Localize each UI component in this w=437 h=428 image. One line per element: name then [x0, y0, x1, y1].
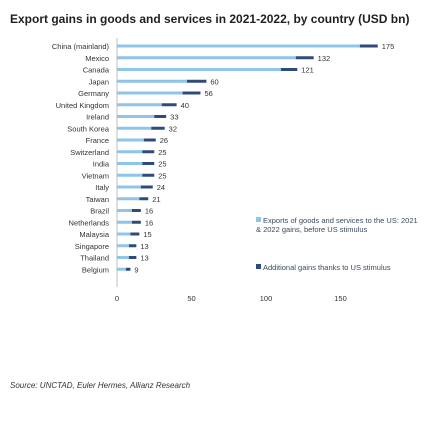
- data-label-total: 26: [160, 136, 168, 145]
- bar-segment-additional: [359, 44, 378, 48]
- category-label: Malaysia: [79, 230, 109, 239]
- x-tick-label: 50: [187, 294, 195, 303]
- bar-segment-base: [117, 162, 143, 165]
- data-label-total: 60: [210, 77, 218, 86]
- category-label: Belgium: [82, 265, 109, 274]
- data-label-total: 33: [170, 113, 178, 122]
- category-label: Italy: [95, 183, 109, 192]
- bar-segment-base: [117, 244, 129, 248]
- category-label: Canada: [83, 66, 110, 75]
- data-label-total: 25: [158, 160, 166, 169]
- bar-segment-base: [117, 185, 141, 189]
- data-label-total: 16: [145, 218, 153, 227]
- category-label: Taiwan: [86, 195, 109, 204]
- legend-label-base: Exports of goods and services to the US:…: [256, 216, 418, 234]
- bar-segment-additional: [128, 256, 137, 259]
- bar-segment-additional: [140, 185, 153, 189]
- data-label-total: 16: [145, 207, 153, 216]
- data-label-total: 175: [382, 42, 395, 51]
- bar-segment-base: [117, 173, 143, 177]
- bar-segment-additional: [182, 91, 201, 95]
- legend-item-additional: Additional gains thanks to US stimulus: [256, 263, 416, 272]
- bar-segment-additional: [125, 267, 131, 271]
- category-label: Brazil: [90, 207, 109, 216]
- bar-segment-base: [117, 232, 131, 236]
- bar-segment-base: [117, 138, 144, 142]
- bar-segment-base: [117, 220, 132, 224]
- category-label: Switzerland: [70, 148, 109, 157]
- category-label: South Korea: [67, 124, 110, 133]
- x-tick-label: 100: [260, 294, 273, 303]
- x-tick-label: 150: [334, 294, 347, 303]
- bar-segment-base: [117, 197, 140, 201]
- category-label: United Kingdom: [56, 101, 109, 110]
- bar-segment-additional: [143, 138, 156, 142]
- data-label-total: 25: [158, 171, 166, 180]
- bar-segment-base: [117, 126, 152, 130]
- bar-segment-additional: [187, 79, 207, 83]
- bar-segment-additional: [131, 209, 141, 212]
- bar-segment-base: [117, 150, 143, 154]
- bar-segment-additional: [161, 103, 177, 107]
- bar-segment-base: [117, 209, 132, 212]
- category-label: Thailand: [80, 254, 109, 263]
- legend-swatch-base: [256, 217, 261, 222]
- bar-segment-base: [117, 56, 296, 60]
- bar-segment-base: [117, 68, 281, 71]
- data-label-total: 13: [140, 254, 148, 263]
- data-label-total: 32: [169, 124, 177, 133]
- source-note: Source: UNCTAD, Euler Hermes, Allianz Re…: [10, 381, 191, 390]
- bar-segment-base: [117, 79, 188, 83]
- category-label: Mexico: [85, 54, 109, 63]
- bar-segment-additional: [130, 232, 140, 236]
- data-label-total: 121: [301, 66, 314, 75]
- legend-label-additional: Additional gains thanks to US stimulus: [263, 263, 391, 272]
- bar-segment-additional: [295, 56, 314, 60]
- category-label: Vietnam: [82, 171, 109, 180]
- legend-item-base: Exports of goods and services to the US:…: [256, 216, 421, 234]
- category-label: France: [86, 136, 109, 145]
- bar-segment-additional: [128, 244, 137, 248]
- bar-segment-base: [117, 267, 126, 271]
- category-label: Netherlands: [69, 218, 110, 227]
- bar-segment-additional: [142, 173, 155, 177]
- bar-segment-additional: [151, 126, 165, 130]
- category-label: India: [93, 160, 110, 169]
- bar-segment-base: [117, 44, 360, 48]
- legend-swatch-additional: [256, 264, 261, 269]
- data-label-total: 40: [181, 101, 189, 110]
- bar-segment-additional: [142, 162, 155, 165]
- bar-segment-base: [117, 91, 183, 95]
- data-label-total: 132: [318, 54, 331, 63]
- bar-segment-additional: [280, 68, 298, 71]
- bar-segment-base: [117, 103, 162, 107]
- bar-segment-base: [117, 256, 129, 259]
- chart-title: Export gains in goods and services in 20…: [10, 12, 410, 26]
- category-label: Japan: [89, 77, 109, 86]
- category-label: Germany: [78, 89, 109, 98]
- data-label-total: 9: [134, 265, 138, 274]
- x-tick-label: 0: [115, 294, 119, 303]
- bar-segment-additional: [154, 115, 167, 118]
- data-label-total: 15: [143, 230, 151, 239]
- bar-segment-base: [117, 115, 155, 118]
- data-label-total: 56: [204, 89, 212, 98]
- bar-segment-additional: [131, 220, 141, 224]
- category-label: Ireland: [86, 113, 109, 122]
- data-label-total: 24: [157, 183, 165, 192]
- data-label-total: 21: [152, 195, 160, 204]
- category-label: Singapore: [75, 242, 109, 251]
- data-label-total: 13: [140, 242, 148, 251]
- category-label: China (mainland): [52, 42, 110, 51]
- data-label-total: 25: [158, 148, 166, 157]
- bar-segment-additional: [139, 197, 149, 201]
- bar-segment-additional: [142, 150, 155, 154]
